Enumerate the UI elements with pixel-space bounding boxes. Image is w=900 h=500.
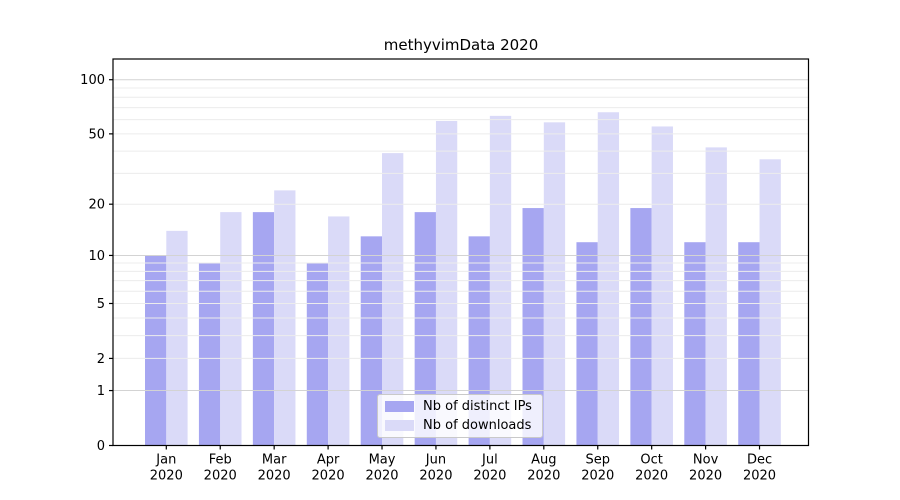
legend-swatch-distinct-ips xyxy=(385,401,414,412)
bar-downloads-aug xyxy=(543,122,566,446)
bar-distinct-ips-sep xyxy=(576,242,598,446)
x-tick-label: Oct 2020 xyxy=(635,453,668,484)
bar-distinct-ips-apr xyxy=(306,263,329,446)
bar-distinct-ips-aug xyxy=(522,208,544,446)
x-tick-label: Jan 2020 xyxy=(150,453,183,484)
bar-downloads-feb xyxy=(220,212,242,446)
x-tick-label: Feb 2020 xyxy=(204,453,237,484)
bar-downloads-jan xyxy=(166,230,188,446)
x-tick-label: Sep 2020 xyxy=(581,453,614,484)
bar-distinct-ips-may xyxy=(360,236,383,446)
x-tick-label: Apr 2020 xyxy=(312,453,345,484)
bar-downloads-oct xyxy=(651,126,673,446)
bar-downloads-sep xyxy=(597,112,620,446)
y-tick-label: 50 xyxy=(88,127,105,142)
bar-distinct-ips-nov xyxy=(684,242,706,446)
x-tick-label: Jun 2020 xyxy=(419,453,452,484)
bar-distinct-ips-dec xyxy=(738,242,760,446)
bar-distinct-ips-feb xyxy=(198,263,221,446)
bar-downloads-jun xyxy=(435,120,458,446)
y-tick-label: 1 xyxy=(97,384,105,399)
x-tick-label: Aug 2020 xyxy=(527,453,560,484)
legend-label-downloads: Nb of downloads xyxy=(423,418,532,433)
bar-distinct-ips-jul xyxy=(468,236,490,446)
bar-distinct-ips-jan xyxy=(145,255,167,446)
bar-downloads-dec xyxy=(759,159,781,446)
y-tick-label: 100 xyxy=(80,73,105,88)
legend-swatch-downloads xyxy=(385,420,414,431)
y-tick-label: 20 xyxy=(88,198,105,213)
x-tick-label: Dec 2020 xyxy=(743,453,776,484)
bar-downloads-may xyxy=(382,153,404,446)
chart-title: methyvimData 2020 xyxy=(383,36,539,54)
legend-item-distinct-ips: Nb of distinct IPs xyxy=(385,399,542,414)
plot-border xyxy=(112,58,810,447)
x-tick-label: Mar 2020 xyxy=(258,453,291,484)
bar-downloads-nov xyxy=(705,147,727,446)
bar-distinct-ips-oct xyxy=(630,208,652,446)
bar-distinct-ips-mar xyxy=(252,212,275,446)
x-tick-label: Nov 2020 xyxy=(689,453,722,484)
y-tick-label: 0 xyxy=(97,439,105,454)
y-tick-label: 10 xyxy=(88,249,105,264)
x-tick-label: May 2020 xyxy=(365,453,398,484)
legend-label-distinct-ips: Nb of distinct IPs xyxy=(423,399,532,414)
y-tick-label: 2 xyxy=(97,352,105,367)
bar-distinct-ips-jun xyxy=(414,212,436,446)
bar-downloads-apr xyxy=(328,216,350,446)
x-tick-label: Jul 2020 xyxy=(473,453,506,484)
legend-item-downloads: Nb of downloads xyxy=(385,418,542,433)
y-tick-label: 5 xyxy=(97,297,105,312)
legend: Nb of distinct IPs Nb of downloads xyxy=(377,394,543,438)
